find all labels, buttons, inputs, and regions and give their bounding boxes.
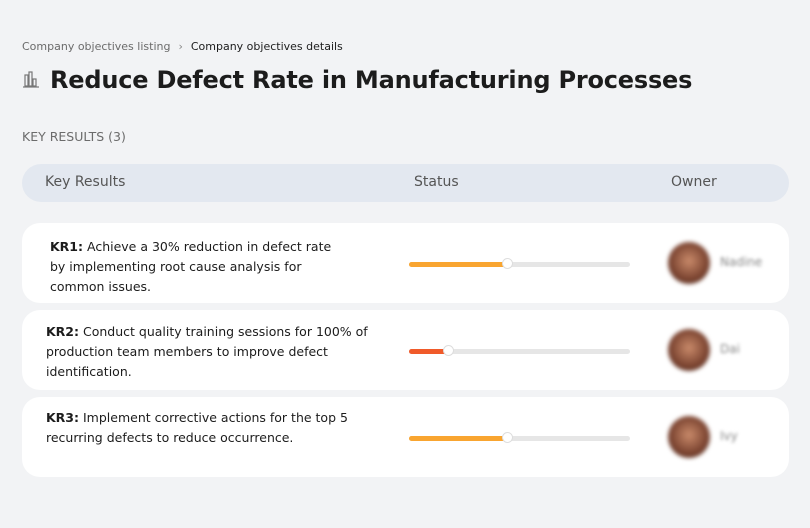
- kr-description: KR1: Achieve a 30% reduction in defect r…: [50, 239, 332, 294]
- header-status: Status: [414, 174, 459, 190]
- avatar: [668, 416, 710, 458]
- table-header: Key Results Status Owner: [22, 164, 789, 202]
- table-row[interactable]: KR2: Conduct quality training sessions f…: [22, 310, 789, 390]
- bar-chart-building-icon: [23, 71, 39, 88]
- avatar: [668, 329, 710, 371]
- progress-slider[interactable]: [409, 345, 630, 356]
- slider-handle[interactable]: [502, 258, 514, 269]
- progress-slider[interactable]: [409, 258, 630, 269]
- slider-handle[interactable]: [442, 345, 454, 356]
- key-results-count: KEY RESULTS (3): [22, 129, 126, 144]
- breadcrumb-current: Company objectives details: [190, 40, 343, 53]
- table-row[interactable]: KR1: Achieve a 30% reduction in defect r…: [22, 223, 789, 303]
- breadcrumb: Company objectives listing › Company obj…: [22, 40, 343, 53]
- progress-fill: [409, 262, 509, 267]
- progress-slider[interactable]: [409, 432, 630, 443]
- page-title: Reduce Defect Rate in Manufacturing Proc…: [50, 66, 693, 94]
- kr-description: KR2: Conduct quality training sessions f…: [46, 324, 368, 379]
- owner-name: Nadine: [720, 255, 763, 269]
- progress-fill: [409, 436, 509, 441]
- owner-name: Ivy: [720, 429, 738, 443]
- header-owner: Owner: [671, 174, 717, 190]
- header-key-results: Key Results: [45, 174, 126, 190]
- kr-description: KR3: Implement corrective actions for th…: [46, 410, 348, 445]
- chevron-right-icon: ›: [178, 40, 183, 53]
- breadcrumb-link-listing[interactable]: Company objectives listing: [22, 40, 171, 53]
- progress-fill: [409, 349, 449, 354]
- page-header: Reduce Defect Rate in Manufacturing Proc…: [22, 66, 692, 94]
- table-row[interactable]: KR3: Implement corrective actions for th…: [22, 397, 789, 477]
- slider-handle[interactable]: [502, 432, 514, 443]
- avatar: [668, 242, 710, 284]
- owner-name: Dai: [720, 342, 740, 356]
